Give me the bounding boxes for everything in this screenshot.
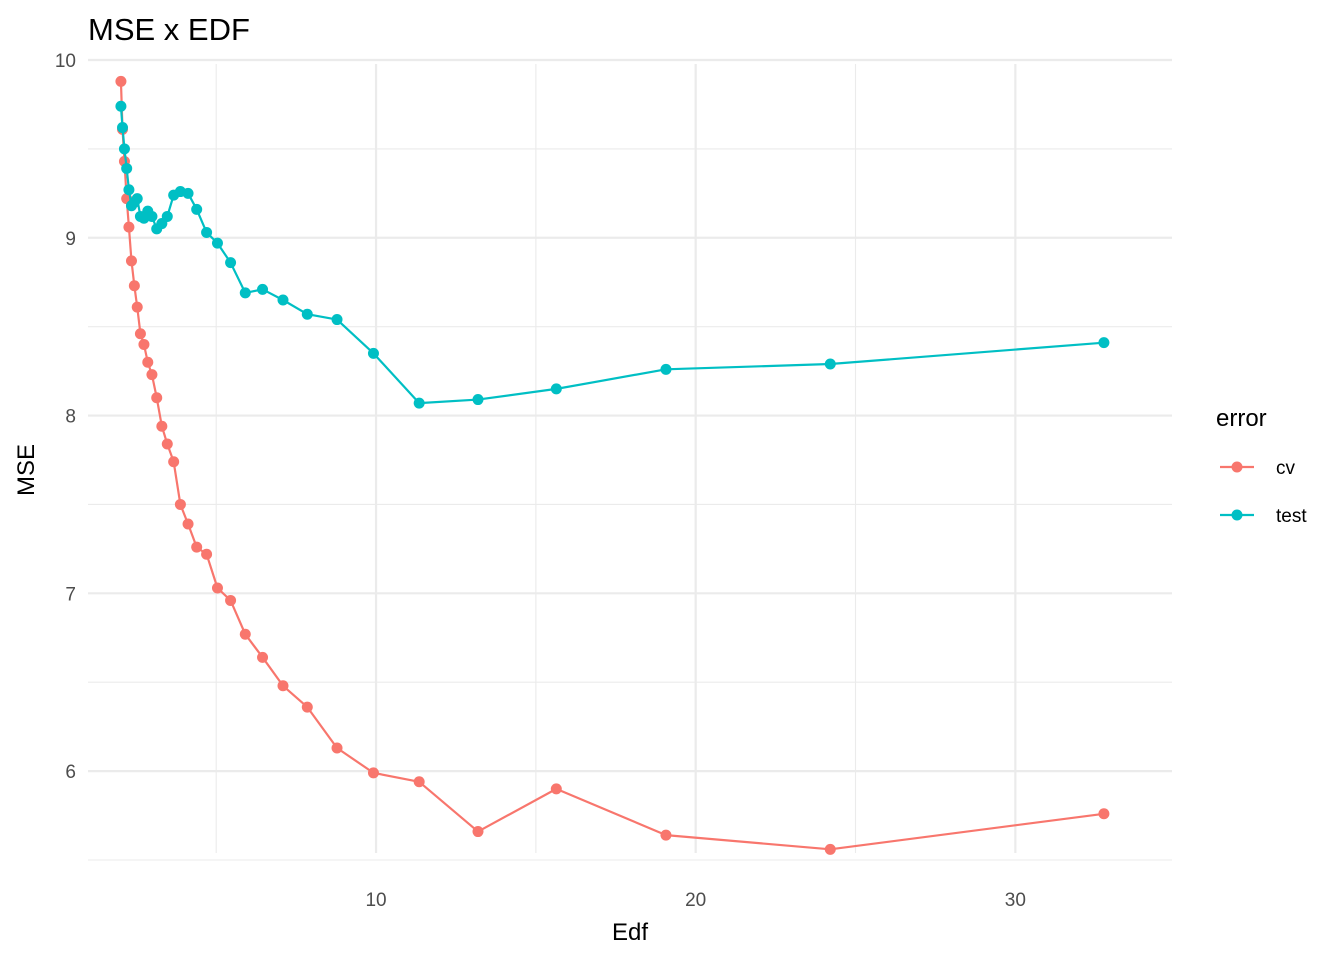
- data-point-test: [118, 143, 130, 155]
- data-point-cv: [146, 369, 158, 381]
- y-tick-label: 7: [65, 584, 76, 605]
- legend-key-point: [1231, 461, 1243, 473]
- data-point-cv: [182, 518, 194, 530]
- y-tick-label: 10: [55, 51, 76, 72]
- x-tick-label: 30: [1005, 890, 1026, 911]
- data-point-cv: [115, 75, 127, 87]
- data-point-cv: [156, 420, 168, 432]
- data-point-test: [182, 187, 194, 199]
- y-tick-label: 6: [65, 762, 76, 783]
- data-point-cv: [131, 301, 143, 313]
- legend-label: cv: [1276, 458, 1296, 479]
- legend-item-cv: cv: [1220, 458, 1296, 479]
- data-point-test: [1098, 337, 1110, 349]
- series-layer: [115, 75, 1110, 855]
- x-axis-ticks: 10 20 30: [365, 890, 1025, 911]
- data-point-cv: [331, 742, 343, 754]
- series-cv: [115, 75, 1110, 855]
- data-point-cv: [824, 843, 836, 855]
- x-axis-title: Edf: [612, 919, 648, 946]
- series-line-cv: [119, 81, 1105, 851]
- data-point-test: [331, 314, 343, 326]
- data-point-test: [239, 287, 251, 299]
- data-point-test: [131, 193, 143, 205]
- data-point-cv: [151, 392, 163, 404]
- data-point-cv: [239, 628, 251, 640]
- data-point-test: [211, 237, 223, 249]
- data-point-test: [121, 162, 133, 174]
- data-point-cv: [125, 255, 137, 267]
- data-point-test: [225, 257, 237, 269]
- grid: [88, 58, 1172, 861]
- data-point-test: [824, 358, 836, 370]
- data-point-cv: [257, 651, 269, 663]
- data-point-cv: [138, 338, 150, 350]
- data-point-cv: [660, 829, 672, 841]
- data-point-cv: [277, 680, 289, 692]
- data-point-cv: [191, 541, 203, 553]
- data-point-cv: [550, 783, 562, 795]
- data-point-test: [550, 383, 562, 395]
- data-point-test: [367, 347, 379, 359]
- data-point-test: [660, 363, 672, 375]
- x-tick-label: 20: [685, 890, 706, 911]
- legend-item-test: test: [1220, 506, 1307, 527]
- chart-title: MSE x EDF: [88, 12, 250, 47]
- data-point-cv: [211, 582, 223, 594]
- data-point-cv: [201, 548, 213, 560]
- data-point-test: [146, 210, 158, 222]
- data-point-test: [472, 394, 484, 406]
- data-point-cv: [123, 221, 135, 233]
- y-tick-label: 9: [65, 229, 76, 250]
- data-point-test: [301, 308, 313, 320]
- data-point-test: [277, 294, 289, 306]
- data-point-test: [115, 100, 127, 112]
- x-tick-label: 10: [365, 890, 386, 911]
- legend-title: error: [1216, 405, 1267, 432]
- y-axis-ticks: 6 7 8 9 10: [55, 51, 76, 783]
- data-point-cv: [413, 776, 425, 788]
- data-point-cv: [472, 826, 484, 838]
- data-point-test: [413, 397, 425, 409]
- data-point-cv: [367, 767, 379, 779]
- data-point-cv: [134, 328, 146, 340]
- series-test: [115, 100, 1110, 409]
- data-point-test: [123, 184, 135, 196]
- legend-items: cv test: [1220, 458, 1307, 527]
- data-point-cv: [168, 456, 180, 468]
- data-point-test: [257, 283, 269, 295]
- data-point-test: [161, 210, 173, 222]
- data-point-cv: [301, 701, 313, 713]
- data-point-cv: [225, 594, 237, 606]
- data-point-test: [191, 203, 203, 215]
- legend-label: test: [1276, 506, 1307, 527]
- data-point-cv: [174, 498, 186, 510]
- series-line-test: [119, 106, 1104, 405]
- data-point-test: [117, 122, 129, 134]
- y-tick-label: 8: [65, 407, 76, 428]
- y-axis-title: MSE: [13, 444, 40, 496]
- data-point-cv: [128, 280, 140, 292]
- data-point-test: [201, 226, 213, 238]
- legend: error cv test: [1216, 405, 1307, 527]
- legend-key-point: [1231, 509, 1243, 521]
- data-point-cv: [161, 438, 173, 450]
- data-point-cv: [1098, 808, 1110, 820]
- data-point-cv: [142, 356, 154, 368]
